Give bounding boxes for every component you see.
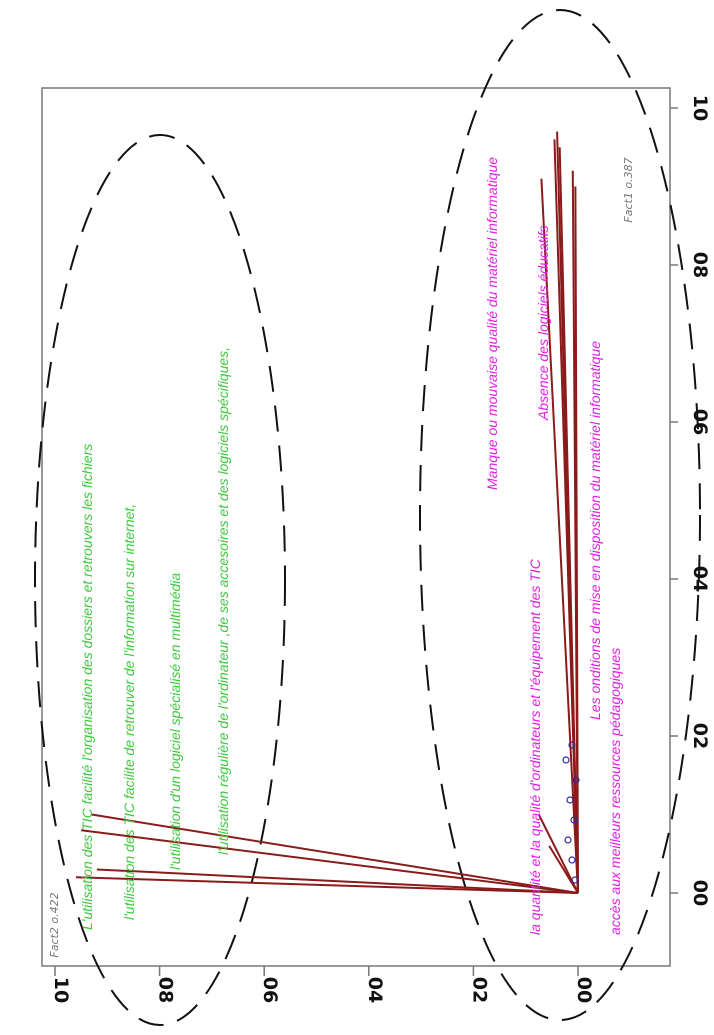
- factor1-annotation: accès aux meilleurs ressources pédagogiq…: [607, 648, 623, 935]
- y-tick-label: 04: [364, 977, 386, 1003]
- factor2-annotation: l'utilisation des TIC facilite de retrou…: [121, 504, 137, 920]
- loading-vector: [574, 186, 579, 894]
- loading-vector: [81, 829, 579, 894]
- y-tick-label: 10: [50, 977, 72, 1003]
- loading-marker: [566, 796, 574, 804]
- y-tick-label: 06: [259, 977, 281, 1003]
- factor1-annotation: Les onditions de mise en disposition du …: [587, 341, 603, 720]
- x-axis-label: Fact1 o.387: [622, 157, 635, 222]
- loading-vector: [540, 178, 579, 894]
- y-tick-label: 02: [468, 977, 490, 1003]
- loading-vector: [558, 147, 579, 894]
- x-tick-label: 00: [689, 880, 711, 906]
- factor1-annotation: la quantité et la qualité d'ordinateurs …: [527, 558, 543, 935]
- factor1-annotation: Absence des logiciels éducatifs: [535, 225, 551, 421]
- factor2-annotation: l'utilisation régulière de l'ordinateur …: [215, 347, 231, 855]
- loading-marker: [564, 836, 572, 844]
- y-tick-label: 08: [155, 977, 177, 1003]
- factor2-annotation: l'utilisation d'un logiciel spécialisé e…: [167, 573, 183, 870]
- y-tick-label: 00: [573, 977, 595, 1003]
- loading-vector: [75, 876, 579, 894]
- x-tick-label: 08: [689, 252, 711, 278]
- x-tick-label: 10: [689, 95, 711, 121]
- factor1-group-ellipse: [419, 9, 701, 1021]
- factor2-annotation: L'utilisation des TIC facilité l'organis…: [79, 444, 95, 930]
- y-axis-label: Fact2 o.422: [48, 892, 61, 957]
- loading-marker: [568, 856, 576, 864]
- x-tick-label: 02: [689, 723, 711, 749]
- loading-marker: [568, 741, 576, 749]
- loading-vector: [96, 868, 579, 894]
- loading-vector: [91, 813, 579, 894]
- loading-vector: [548, 845, 579, 894]
- x-tick-label: 04: [689, 566, 711, 592]
- loading-marker: [570, 816, 578, 824]
- loading-marker: [572, 776, 580, 784]
- factor1-annotation: Manque ou mouvaise qualité du matériel i…: [484, 157, 500, 490]
- plot-frame: [41, 87, 671, 967]
- x-tick-label: 06: [689, 409, 711, 435]
- factor2-group-ellipse: [34, 134, 286, 1026]
- loading-marker: [571, 876, 579, 884]
- loading-marker: [562, 756, 570, 764]
